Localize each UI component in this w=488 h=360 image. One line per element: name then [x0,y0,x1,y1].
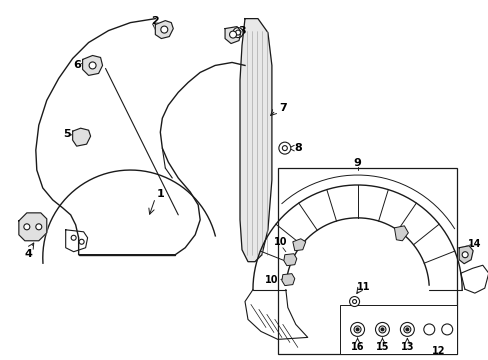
Text: 4: 4 [25,249,33,259]
Polygon shape [82,55,102,75]
Circle shape [161,26,167,33]
Text: 8: 8 [293,143,301,153]
Circle shape [235,30,240,35]
Circle shape [79,239,84,244]
Circle shape [461,252,467,258]
Text: 13: 13 [400,342,413,352]
Text: 1: 1 [156,189,164,199]
Text: 14: 14 [468,239,481,249]
Circle shape [380,328,383,331]
Polygon shape [458,246,472,264]
Text: 5: 5 [63,129,70,139]
Circle shape [89,62,96,69]
Circle shape [378,326,385,333]
Circle shape [350,323,364,336]
Bar [277,168,456,354]
Circle shape [282,146,287,150]
Polygon shape [73,128,90,146]
Polygon shape [155,21,173,39]
Text: 9: 9 [353,158,361,168]
Text: 7: 7 [279,103,286,113]
Circle shape [403,326,410,333]
Text: 15: 15 [375,342,388,352]
Circle shape [353,326,360,333]
Circle shape [423,324,434,335]
Polygon shape [281,274,294,285]
Circle shape [36,224,41,230]
Text: 10: 10 [274,237,287,247]
Text: 10: 10 [264,275,278,285]
Text: 2: 2 [151,15,159,26]
Text: 16: 16 [350,342,364,352]
Circle shape [441,324,452,335]
Circle shape [229,31,236,38]
Circle shape [71,235,76,240]
Text: 12: 12 [430,346,444,356]
Polygon shape [19,213,47,241]
Polygon shape [283,254,296,266]
Circle shape [375,323,388,336]
Text: 11: 11 [356,282,369,292]
Polygon shape [394,226,407,241]
Circle shape [355,328,358,331]
Text: 3: 3 [238,26,245,36]
Circle shape [278,142,290,154]
Circle shape [405,328,408,331]
Circle shape [349,297,359,306]
Polygon shape [224,27,241,44]
Circle shape [233,28,243,37]
Text: 6: 6 [74,60,81,71]
Circle shape [400,323,413,336]
Circle shape [24,224,30,230]
Bar [339,305,456,354]
Polygon shape [292,239,305,251]
Polygon shape [240,19,271,262]
Circle shape [352,300,356,303]
